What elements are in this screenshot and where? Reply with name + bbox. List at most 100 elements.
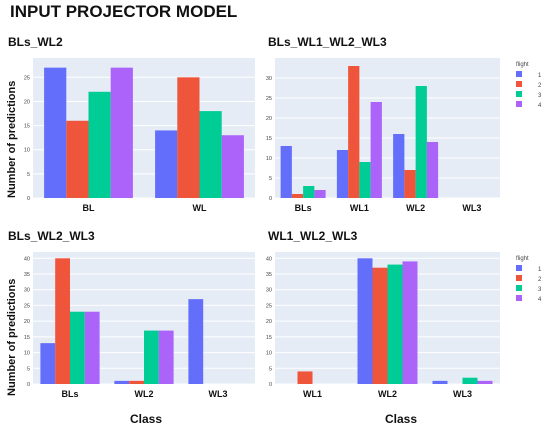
bar-wl1-flight-1 (336, 150, 349, 198)
bar-wl-flight-3 (199, 111, 222, 198)
y-tick-label: 40 (24, 256, 30, 262)
bar-wl3-flight-3 (462, 377, 478, 384)
legend-swatch-3 (516, 91, 522, 97)
x-tick-label: BLs (61, 389, 78, 399)
y-tick-label: 5 (269, 366, 272, 372)
bar-wl2-flight-2 (129, 380, 144, 384)
y-axis-label-top: Number of predictions (6, 80, 18, 198)
y-tick-label: 10 (266, 156, 272, 162)
bar-bls-flight-2 (55, 258, 70, 384)
bar-wl1-flight-2 (297, 371, 313, 384)
legend-title: flight (516, 62, 529, 68)
y-tick-label: 0 (27, 196, 30, 202)
legend-label-2: 2 (538, 83, 542, 89)
bar-bls-flight-2 (291, 194, 304, 198)
y-tick-label: 5 (27, 172, 30, 178)
y-tick-label: 25 (266, 96, 272, 102)
y-tick-label: 35 (24, 272, 30, 278)
y-tick-label: 10 (24, 351, 30, 357)
chart-title: WL1_WL2_WL3 (268, 229, 358, 243)
bar-wl-flight-1 (155, 130, 178, 198)
x-tick-label: WL1 (350, 203, 369, 213)
legend-swatch-4 (516, 295, 522, 301)
bar-wl2-flight-1 (114, 380, 130, 384)
bar-wl2-flight-4 (158, 330, 174, 384)
y-tick-label: 30 (24, 288, 30, 294)
y-tick-label: 10 (24, 148, 30, 154)
y-tick-label: 0 (269, 196, 272, 202)
bar-wl3-flight-4 (477, 380, 493, 384)
x-tick-label: WL3 (462, 203, 481, 213)
legend-swatch-1 (516, 71, 522, 77)
bar-wl1-flight-3 (359, 162, 371, 198)
bar-wl2-flight-3 (415, 86, 427, 198)
legend-label-2: 2 (538, 277, 542, 283)
bar-wl2-flight-2 (404, 170, 416, 198)
bar-wl3-flight-1 (432, 380, 448, 384)
bar-bls-flight-3 (70, 311, 85, 384)
y-tick-label: 10 (266, 351, 272, 357)
y-tick-label: 20 (24, 319, 30, 325)
bar-bls-flight-3 (303, 186, 315, 198)
y-tick-label: 20 (266, 116, 272, 122)
chart-4: WL1_WL2_WL3 0 5 10 15 20 25 30 35 40 WL1 WL2 WL3 flig… (266, 229, 542, 399)
bar-wl1-flight-2 (348, 66, 360, 198)
y-axis-label-bottom: Number of predictions (6, 278, 18, 396)
x-tick-label: WL1 (303, 389, 322, 399)
y-tick-label: 25 (266, 303, 272, 309)
y-tick-label: 25 (24, 303, 30, 309)
bar-wl-flight-4 (221, 135, 244, 198)
bar-wl-flight-2 (177, 77, 200, 198)
plot-area (275, 58, 500, 198)
x-tick-label: WL2 (135, 389, 154, 399)
x-tick-label: WL2 (378, 389, 397, 399)
bar-wl2-flight-2 (372, 267, 388, 384)
x-tick-label: BL (83, 203, 95, 213)
bar-wl2-flight-4 (402, 261, 418, 384)
bar-bl-flight-4 (110, 67, 133, 198)
chart-3: BLs_WL2_WL3 0 5 10 15 20 25 30 35 40 BLs WL2 WL3 (8, 229, 255, 399)
y-tick-label: 5 (269, 176, 272, 182)
bar-bl-flight-2 (66, 120, 89, 198)
x-tick-label: BLs (295, 203, 312, 213)
legend-swatch-2 (516, 275, 522, 281)
legend-swatch-2 (516, 81, 522, 87)
x-axis-label-right: Class (385, 412, 418, 426)
y-tick-label: 0 (27, 382, 30, 388)
bar-wl2-flight-3 (387, 264, 403, 384)
y-tick-label: 25 (24, 75, 30, 81)
y-tick-label: 15 (266, 136, 272, 142)
bar-bl-flight-1 (44, 67, 67, 198)
x-tick-label: WL3 (209, 389, 228, 399)
y-tick-label: 15 (24, 335, 30, 341)
legend-label-4: 4 (538, 103, 542, 109)
y-tick-label: 30 (266, 76, 272, 82)
x-tick-label: WL2 (406, 203, 425, 213)
y-tick-label: 15 (266, 335, 272, 341)
bar-bls-flight-1 (280, 146, 292, 198)
legend-label-1: 1 (538, 73, 542, 79)
legend-swatch-1 (516, 265, 522, 271)
y-tick-label: 0 (269, 382, 272, 388)
bar-wl3-flight-1 (188, 299, 204, 384)
y-tick-label: 20 (24, 99, 30, 105)
legend-label-1: 1 (538, 267, 542, 273)
chart-2: BLs_WL1_WL2_WL3 0 5 10 15 20 25 30 BLs WL1 WL2 WL3 f… (266, 35, 542, 213)
chart-1: BLs_WL2 0 5 10 15 20 25 BL WL (8, 35, 255, 213)
bar-wl1-flight-4 (370, 102, 382, 198)
page-title: INPUT PROJECTOR MODEL (10, 2, 238, 21)
bar-bls-flight-1 (40, 343, 56, 384)
legend-label-4: 4 (538, 297, 542, 303)
legend-swatch-3 (516, 285, 522, 291)
y-tick-label: 40 (266, 256, 272, 262)
chart-title: BLs_WL2 (8, 35, 63, 49)
y-tick-label: 35 (266, 272, 272, 278)
y-tick-label: 5 (27, 366, 30, 372)
x-tick-label: WL (193, 203, 207, 213)
legend-label-3: 3 (538, 287, 542, 293)
y-tick-label: 20 (266, 319, 272, 325)
legend-swatch-4 (516, 101, 522, 107)
bar-wl2-flight-3 (144, 330, 159, 384)
legend-label-3: 3 (538, 93, 542, 99)
